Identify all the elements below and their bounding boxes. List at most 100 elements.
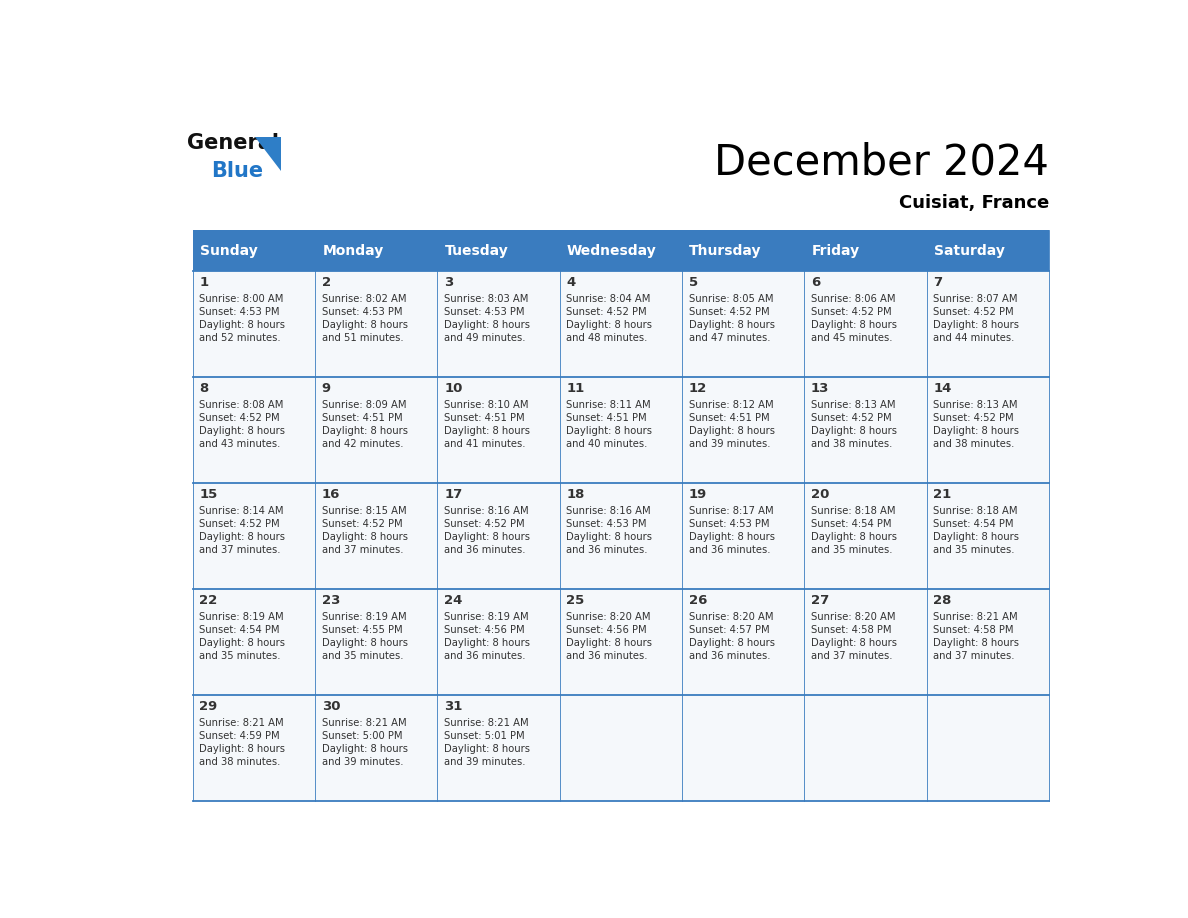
Text: 23: 23 <box>322 594 340 607</box>
Text: 27: 27 <box>811 594 829 607</box>
Bar <box>437 272 560 377</box>
Bar <box>192 272 315 377</box>
Bar <box>437 696 560 801</box>
Bar <box>437 589 560 696</box>
Bar <box>927 696 1049 801</box>
Text: Wednesday: Wednesday <box>567 244 657 258</box>
Text: Sunrise: 8:18 AM
Sunset: 4:54 PM
Daylight: 8 hours
and 35 minutes.: Sunrise: 8:18 AM Sunset: 4:54 PM Dayligh… <box>811 506 897 555</box>
Bar <box>315 230 437 272</box>
Text: Sunrise: 8:16 AM
Sunset: 4:52 PM
Daylight: 8 hours
and 36 minutes.: Sunrise: 8:16 AM Sunset: 4:52 PM Dayligh… <box>444 506 530 555</box>
Text: 3: 3 <box>444 275 454 288</box>
Text: Sunrise: 8:21 AM
Sunset: 5:01 PM
Daylight: 8 hours
and 39 minutes.: Sunrise: 8:21 AM Sunset: 5:01 PM Dayligh… <box>444 718 530 767</box>
Text: 29: 29 <box>200 700 217 712</box>
Text: Sunrise: 8:21 AM
Sunset: 4:59 PM
Daylight: 8 hours
and 38 minutes.: Sunrise: 8:21 AM Sunset: 4:59 PM Dayligh… <box>200 718 285 767</box>
Text: 17: 17 <box>444 487 462 500</box>
Text: Sunrise: 8:21 AM
Sunset: 4:58 PM
Daylight: 8 hours
and 37 minutes.: Sunrise: 8:21 AM Sunset: 4:58 PM Dayligh… <box>934 612 1019 661</box>
Text: Sunrise: 8:00 AM
Sunset: 4:53 PM
Daylight: 8 hours
and 52 minutes.: Sunrise: 8:00 AM Sunset: 4:53 PM Dayligh… <box>200 294 285 343</box>
Text: Saturday: Saturday <box>934 244 1005 258</box>
Text: Friday: Friday <box>811 244 860 258</box>
Polygon shape <box>255 137 282 171</box>
Text: Sunday: Sunday <box>200 244 258 258</box>
Text: 5: 5 <box>689 275 697 288</box>
Text: Sunrise: 8:18 AM
Sunset: 4:54 PM
Daylight: 8 hours
and 35 minutes.: Sunrise: 8:18 AM Sunset: 4:54 PM Dayligh… <box>934 506 1019 555</box>
Bar <box>804 230 927 272</box>
Bar <box>682 230 804 272</box>
Text: 9: 9 <box>322 382 331 395</box>
Text: Sunrise: 8:16 AM
Sunset: 4:53 PM
Daylight: 8 hours
and 36 minutes.: Sunrise: 8:16 AM Sunset: 4:53 PM Dayligh… <box>567 506 652 555</box>
Text: Sunrise: 8:03 AM
Sunset: 4:53 PM
Daylight: 8 hours
and 49 minutes.: Sunrise: 8:03 AM Sunset: 4:53 PM Dayligh… <box>444 294 530 343</box>
Text: 1: 1 <box>200 275 209 288</box>
Bar <box>682 484 804 589</box>
Bar <box>927 230 1049 272</box>
Bar <box>192 696 315 801</box>
Text: Sunrise: 8:17 AM
Sunset: 4:53 PM
Daylight: 8 hours
and 36 minutes.: Sunrise: 8:17 AM Sunset: 4:53 PM Dayligh… <box>689 506 775 555</box>
Bar <box>192 484 315 589</box>
Bar <box>682 377 804 484</box>
Bar <box>804 696 927 801</box>
Text: Sunrise: 8:14 AM
Sunset: 4:52 PM
Daylight: 8 hours
and 37 minutes.: Sunrise: 8:14 AM Sunset: 4:52 PM Dayligh… <box>200 506 285 555</box>
Bar <box>315 272 437 377</box>
Text: Tuesday: Tuesday <box>444 244 508 258</box>
Text: 18: 18 <box>567 487 584 500</box>
Bar <box>315 484 437 589</box>
Text: 25: 25 <box>567 594 584 607</box>
Text: Sunrise: 8:13 AM
Sunset: 4:52 PM
Daylight: 8 hours
and 38 minutes.: Sunrise: 8:13 AM Sunset: 4:52 PM Dayligh… <box>811 400 897 449</box>
Text: Sunrise: 8:07 AM
Sunset: 4:52 PM
Daylight: 8 hours
and 44 minutes.: Sunrise: 8:07 AM Sunset: 4:52 PM Dayligh… <box>934 294 1019 343</box>
Bar <box>682 272 804 377</box>
Text: 15: 15 <box>200 487 217 500</box>
Text: 16: 16 <box>322 487 340 500</box>
Bar <box>804 589 927 696</box>
Text: Sunrise: 8:08 AM
Sunset: 4:52 PM
Daylight: 8 hours
and 43 minutes.: Sunrise: 8:08 AM Sunset: 4:52 PM Dayligh… <box>200 400 285 449</box>
Text: 26: 26 <box>689 594 707 607</box>
Text: Sunrise: 8:10 AM
Sunset: 4:51 PM
Daylight: 8 hours
and 41 minutes.: Sunrise: 8:10 AM Sunset: 4:51 PM Dayligh… <box>444 400 530 449</box>
Text: Blue: Blue <box>211 161 264 181</box>
Text: 4: 4 <box>567 275 576 288</box>
Bar <box>192 230 315 272</box>
Text: 2: 2 <box>322 275 331 288</box>
Bar <box>560 589 682 696</box>
Bar <box>437 484 560 589</box>
Text: Sunrise: 8:20 AM
Sunset: 4:57 PM
Daylight: 8 hours
and 36 minutes.: Sunrise: 8:20 AM Sunset: 4:57 PM Dayligh… <box>689 612 775 661</box>
Bar <box>804 377 927 484</box>
Text: Sunrise: 8:15 AM
Sunset: 4:52 PM
Daylight: 8 hours
and 37 minutes.: Sunrise: 8:15 AM Sunset: 4:52 PM Dayligh… <box>322 506 407 555</box>
Text: Sunrise: 8:11 AM
Sunset: 4:51 PM
Daylight: 8 hours
and 40 minutes.: Sunrise: 8:11 AM Sunset: 4:51 PM Dayligh… <box>567 400 652 449</box>
Text: Sunrise: 8:19 AM
Sunset: 4:54 PM
Daylight: 8 hours
and 35 minutes.: Sunrise: 8:19 AM Sunset: 4:54 PM Dayligh… <box>200 612 285 661</box>
Bar <box>682 696 804 801</box>
Text: 12: 12 <box>689 382 707 395</box>
Text: Sunrise: 8:12 AM
Sunset: 4:51 PM
Daylight: 8 hours
and 39 minutes.: Sunrise: 8:12 AM Sunset: 4:51 PM Dayligh… <box>689 400 775 449</box>
Bar <box>927 589 1049 696</box>
Bar <box>437 230 560 272</box>
Text: 10: 10 <box>444 382 462 395</box>
Bar <box>682 589 804 696</box>
Bar <box>315 696 437 801</box>
Text: Sunrise: 8:02 AM
Sunset: 4:53 PM
Daylight: 8 hours
and 51 minutes.: Sunrise: 8:02 AM Sunset: 4:53 PM Dayligh… <box>322 294 407 343</box>
Bar <box>192 377 315 484</box>
Bar <box>804 272 927 377</box>
Text: 30: 30 <box>322 700 340 712</box>
Bar <box>560 272 682 377</box>
Bar <box>560 484 682 589</box>
Text: 31: 31 <box>444 700 462 712</box>
Text: 13: 13 <box>811 382 829 395</box>
Text: 8: 8 <box>200 382 209 395</box>
Bar <box>192 589 315 696</box>
Bar <box>315 377 437 484</box>
Bar <box>560 696 682 801</box>
Text: 19: 19 <box>689 487 707 500</box>
Text: Sunrise: 8:20 AM
Sunset: 4:56 PM
Daylight: 8 hours
and 36 minutes.: Sunrise: 8:20 AM Sunset: 4:56 PM Dayligh… <box>567 612 652 661</box>
Text: Sunrise: 8:19 AM
Sunset: 4:55 PM
Daylight: 8 hours
and 35 minutes.: Sunrise: 8:19 AM Sunset: 4:55 PM Dayligh… <box>322 612 407 661</box>
Bar <box>804 484 927 589</box>
Text: 20: 20 <box>811 487 829 500</box>
Text: Sunrise: 8:21 AM
Sunset: 5:00 PM
Daylight: 8 hours
and 39 minutes.: Sunrise: 8:21 AM Sunset: 5:00 PM Dayligh… <box>322 718 407 767</box>
Text: Cuisiat, France: Cuisiat, France <box>898 194 1049 211</box>
Text: December 2024: December 2024 <box>714 142 1049 184</box>
Text: Sunrise: 8:19 AM
Sunset: 4:56 PM
Daylight: 8 hours
and 36 minutes.: Sunrise: 8:19 AM Sunset: 4:56 PM Dayligh… <box>444 612 530 661</box>
Bar <box>315 589 437 696</box>
Text: 7: 7 <box>934 275 942 288</box>
Bar <box>927 377 1049 484</box>
Text: 14: 14 <box>934 382 952 395</box>
Bar <box>927 272 1049 377</box>
Text: Sunrise: 8:13 AM
Sunset: 4:52 PM
Daylight: 8 hours
and 38 minutes.: Sunrise: 8:13 AM Sunset: 4:52 PM Dayligh… <box>934 400 1019 449</box>
Text: Sunrise: 8:09 AM
Sunset: 4:51 PM
Daylight: 8 hours
and 42 minutes.: Sunrise: 8:09 AM Sunset: 4:51 PM Dayligh… <box>322 400 407 449</box>
Text: General: General <box>188 133 279 152</box>
